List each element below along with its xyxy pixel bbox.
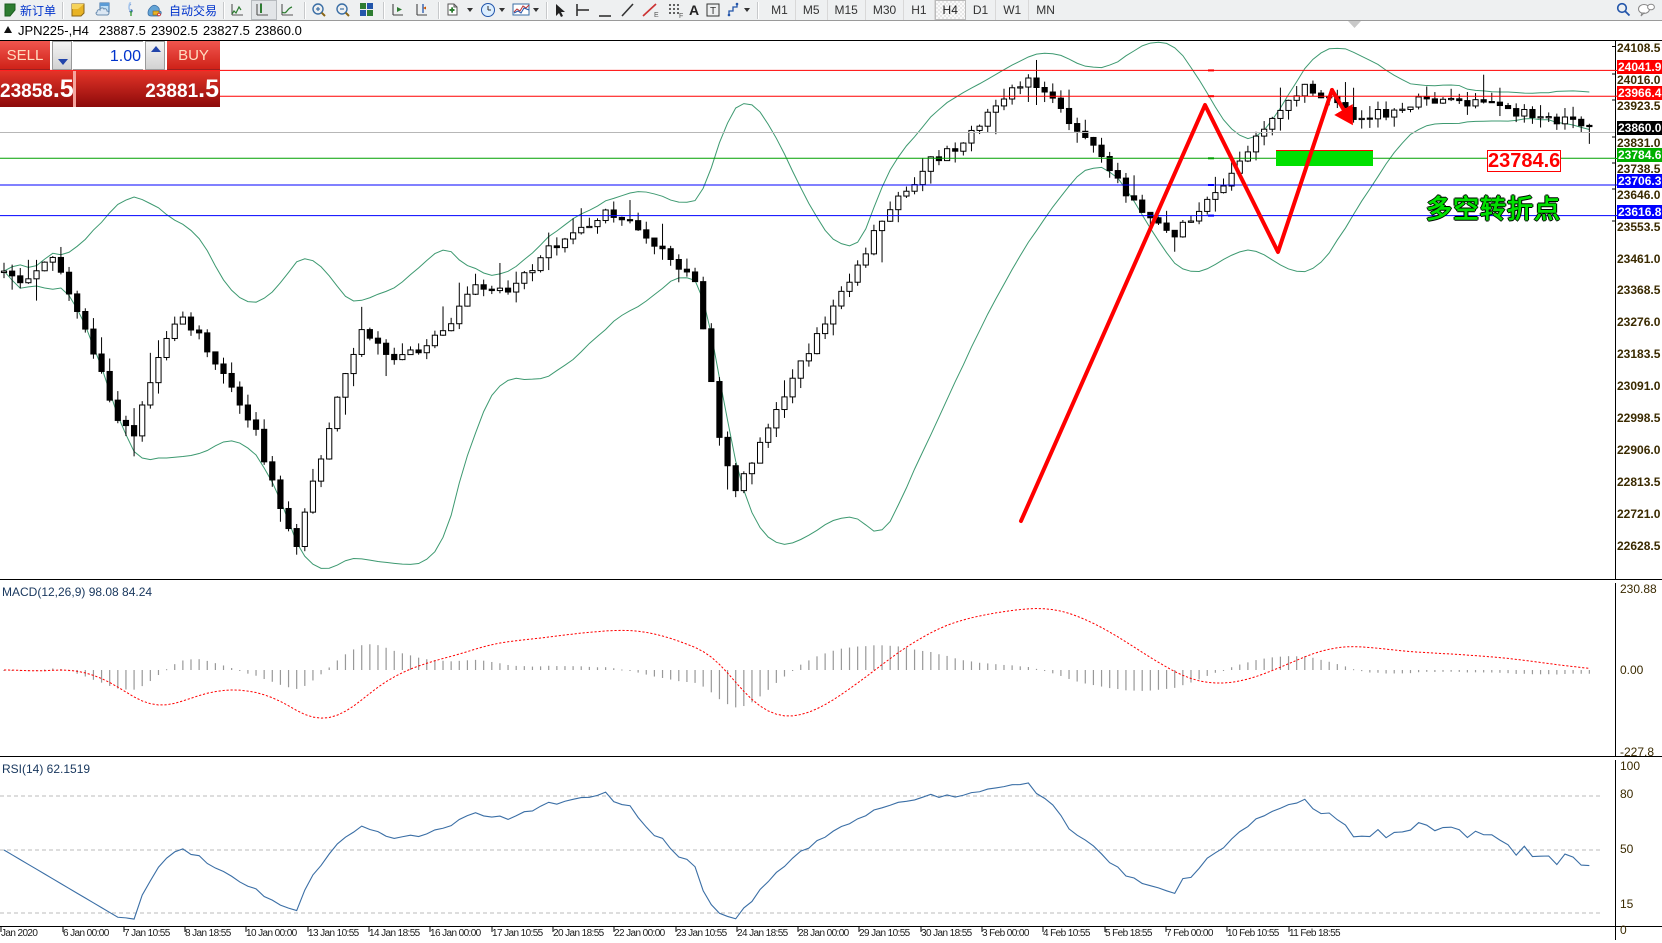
svg-text:E: E [654,12,659,18]
svg-text:T: T [710,6,716,17]
svg-text:F: F [679,13,683,18]
